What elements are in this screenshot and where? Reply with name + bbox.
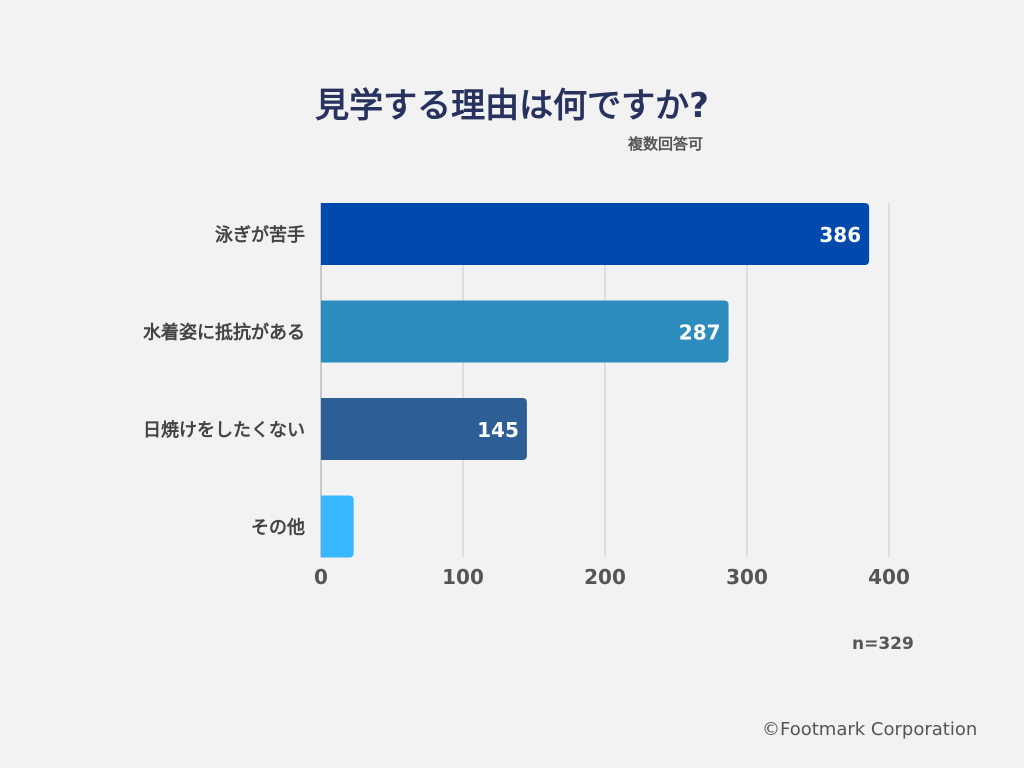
chart-title: 見学する理由は何ですか?: [315, 86, 709, 126]
category-label: 泳ぎが苦手: [215, 224, 305, 246]
bar: [321, 203, 870, 265]
bar: [321, 300, 729, 363]
x-tick-label: 100: [442, 565, 484, 589]
data-label: 287: [679, 321, 721, 345]
data-label: 386: [819, 223, 861, 247]
category-label: 水着姿に抵抗がある: [143, 322, 305, 344]
sample-size-note: n=329: [852, 634, 914, 654]
chart-subtitle: 複数回答可: [628, 135, 704, 153]
bar: [321, 398, 527, 460]
data-label: 145: [477, 418, 519, 442]
bar: [321, 495, 354, 558]
x-tick-label: 200: [584, 565, 626, 589]
x-tick-label: 0: [314, 565, 328, 589]
category-label: 日焼けをしたくない: [143, 419, 305, 441]
x-tick-label: 400: [868, 565, 910, 589]
x-tick-label: 300: [726, 565, 768, 589]
copyright: ©Footmark Corporation: [762, 719, 978, 740]
category-label: その他: [251, 517, 305, 539]
